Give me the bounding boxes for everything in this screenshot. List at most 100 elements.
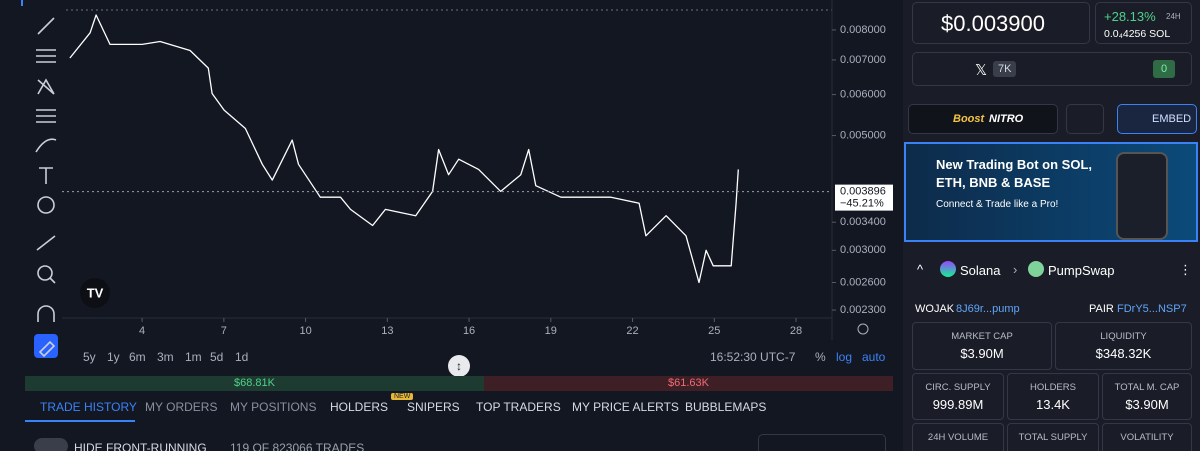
- price-line: [69, 14, 739, 284]
- stat-label: 24H VOLUME: [927, 432, 989, 443]
- y-tick-label: 0.005000: [840, 129, 886, 141]
- tab[interactable]: MY ORDERS: [145, 400, 218, 414]
- stat-cell: MARKET CAP $3.90M: [912, 322, 1052, 370]
- x-followers[interactable]: 7K: [993, 61, 1017, 77]
- filter-label: HIDE FRONT-RUNNING: [74, 441, 207, 451]
- pair-label: PAIR: [1089, 303, 1114, 315]
- collapse-icon[interactable]: ^: [917, 262, 924, 277]
- stat-cell: TOTAL SUPPLY: [1007, 423, 1099, 451]
- boost-brand: NITRO: [989, 113, 1024, 125]
- buy-volume: $68.81K: [25, 376, 484, 391]
- y-tick-label: 0.002600: [840, 276, 886, 288]
- stat-cell: 24H VOLUME: [912, 423, 1004, 451]
- tab[interactable]: MY POSITIONS: [230, 400, 317, 414]
- embed-button[interactable]: EMBED: [1117, 104, 1197, 134]
- y-tick-label: 0.006000: [840, 88, 886, 100]
- toggle[interactable]: [34, 438, 68, 451]
- period: 24H: [1166, 12, 1181, 21]
- tab[interactable]: SNIPERS: [407, 400, 460, 414]
- timeframe[interactable]: 6m: [129, 350, 146, 364]
- current-price: 0.003896: [840, 186, 886, 198]
- tab[interactable]: TRADE HISTORY: [40, 400, 137, 414]
- clock: 16:52:30 UTC-7: [710, 350, 796, 364]
- security-count[interactable]: 0: [1153, 60, 1176, 78]
- sell-volume: $61.63K: [484, 376, 893, 391]
- dex-icon: [1028, 261, 1044, 277]
- x-tick-label: 7: [221, 325, 227, 337]
- stat-value: $3.90M: [960, 346, 1004, 361]
- scale-option[interactable]: log: [836, 350, 853, 364]
- y-tick-label: 0.003400: [840, 216, 886, 228]
- scale-option[interactable]: auto: [862, 350, 886, 364]
- x-tick-label: 16: [463, 325, 475, 337]
- side-panel: $0.003900 +28.13% 24H 0.0₄4256 SOL 𝕏 7K …: [903, 0, 1200, 451]
- y-tick-label: 0.007000: [840, 54, 886, 66]
- tab[interactable]: MY PRICE ALERTS: [572, 400, 679, 414]
- socials: 𝕏 7K 0: [912, 52, 1192, 86]
- stat-label: TOTAL SUPPLY: [1018, 432, 1088, 443]
- x-icon[interactable]: 𝕏: [975, 62, 988, 79]
- logo: [80, 278, 110, 308]
- timeframe[interactable]: 1d: [235, 350, 249, 364]
- stat-value: $3.90M: [1125, 397, 1169, 412]
- tab[interactable]: BUBBLEMAPS: [685, 400, 767, 414]
- current-price-box: [835, 184, 893, 211]
- token: WOJAK: [915, 303, 955, 315]
- settings-icon[interactable]: [857, 323, 869, 335]
- stat-value: 999.89M: [932, 397, 984, 412]
- x-tick-label: 22: [626, 325, 638, 337]
- boost-button[interactable]: Boost NITRO: [908, 104, 1058, 134]
- tab-underline: [25, 420, 135, 422]
- timeframe[interactable]: 1m: [185, 350, 202, 364]
- dex[interactable]: PumpSwap: [1048, 263, 1115, 278]
- price-usd: $0.003900: [941, 11, 1045, 36]
- timeframe[interactable]: 1y: [107, 350, 120, 364]
- x-tick-label: 10: [299, 325, 311, 337]
- stat-label: TOTAL M. CAP: [1114, 382, 1180, 393]
- change-box: +28.13% 24H 0.0₄4256 SOL: [1095, 2, 1192, 44]
- stat-cell: CIRC. SUPPLY 999.89M: [912, 373, 1004, 420]
- embed-label: EMBED: [1152, 113, 1192, 125]
- x-tick-label: 19: [545, 325, 557, 337]
- stat-cell: VOLATILITY: [1102, 423, 1192, 451]
- x-tick-label: 28: [790, 325, 802, 337]
- boost-word: Boost: [953, 113, 985, 125]
- price-sol: 0.0₄4256 SOL: [1104, 28, 1171, 40]
- tab[interactable]: TOP TRADERS: [476, 400, 561, 414]
- chain[interactable]: Solana: [960, 263, 1001, 278]
- stat-value: $348.32K: [1095, 346, 1152, 361]
- stat-label: VOLATILITY: [1120, 432, 1174, 443]
- chain-icon: [940, 261, 956, 277]
- x-tick-label: 25: [708, 325, 720, 337]
- stat-cell: HOLDERS 13.4K: [1007, 373, 1099, 420]
- resize-handle[interactable]: ↕: [448, 355, 470, 377]
- trades-count: 119 OF 823066 TRADES: [230, 441, 365, 451]
- stat-cell: TOTAL M. CAP $3.90M: [1102, 373, 1192, 420]
- token-address[interactable]: 8J69r...pump: [956, 303, 1020, 315]
- x-tick-label: 13: [381, 325, 393, 337]
- ad-banner[interactable]: New Trading Bot on SOL, ETH, BNB & BASE …: [904, 142, 1198, 242]
- stat-value: 13.4K: [1036, 397, 1070, 412]
- ad-phone: [1116, 152, 1168, 240]
- price-chart: TV 0.008000 0.007000 0.006000 0.005000 0.003…: [21, 0, 893, 358]
- price-change: +28.13%: [1104, 9, 1156, 24]
- price-box: $0.003900: [912, 2, 1090, 44]
- toolbar-icons[interactable]: [21, 0, 58, 358]
- tab[interactable]: HOLDERS: [330, 400, 389, 414]
- trophy-button[interactable]: [1066, 104, 1104, 134]
- timeframe[interactable]: 5d: [210, 350, 224, 364]
- timeframe[interactable]: 3m: [157, 350, 174, 364]
- logo-mark: TV: [87, 285, 104, 300]
- x-tick-label: 4: [139, 325, 145, 337]
- price-change: −45.21%: [840, 198, 884, 210]
- scale-option[interactable]: %: [815, 350, 826, 364]
- pair-address[interactable]: FDrY5...NSP7: [1117, 303, 1187, 315]
- timeframe[interactable]: 5y: [83, 350, 96, 364]
- separator: ›: [1013, 262, 1018, 277]
- stat-cell: LIQUIDITY $348.32K: [1055, 322, 1192, 370]
- stat-label: LIQUIDITY: [1100, 331, 1147, 342]
- new-badge: NEW: [391, 393, 414, 400]
- pager-buttons[interactable]: [758, 434, 886, 451]
- menu-icon[interactable]: ⋮: [1179, 262, 1192, 277]
